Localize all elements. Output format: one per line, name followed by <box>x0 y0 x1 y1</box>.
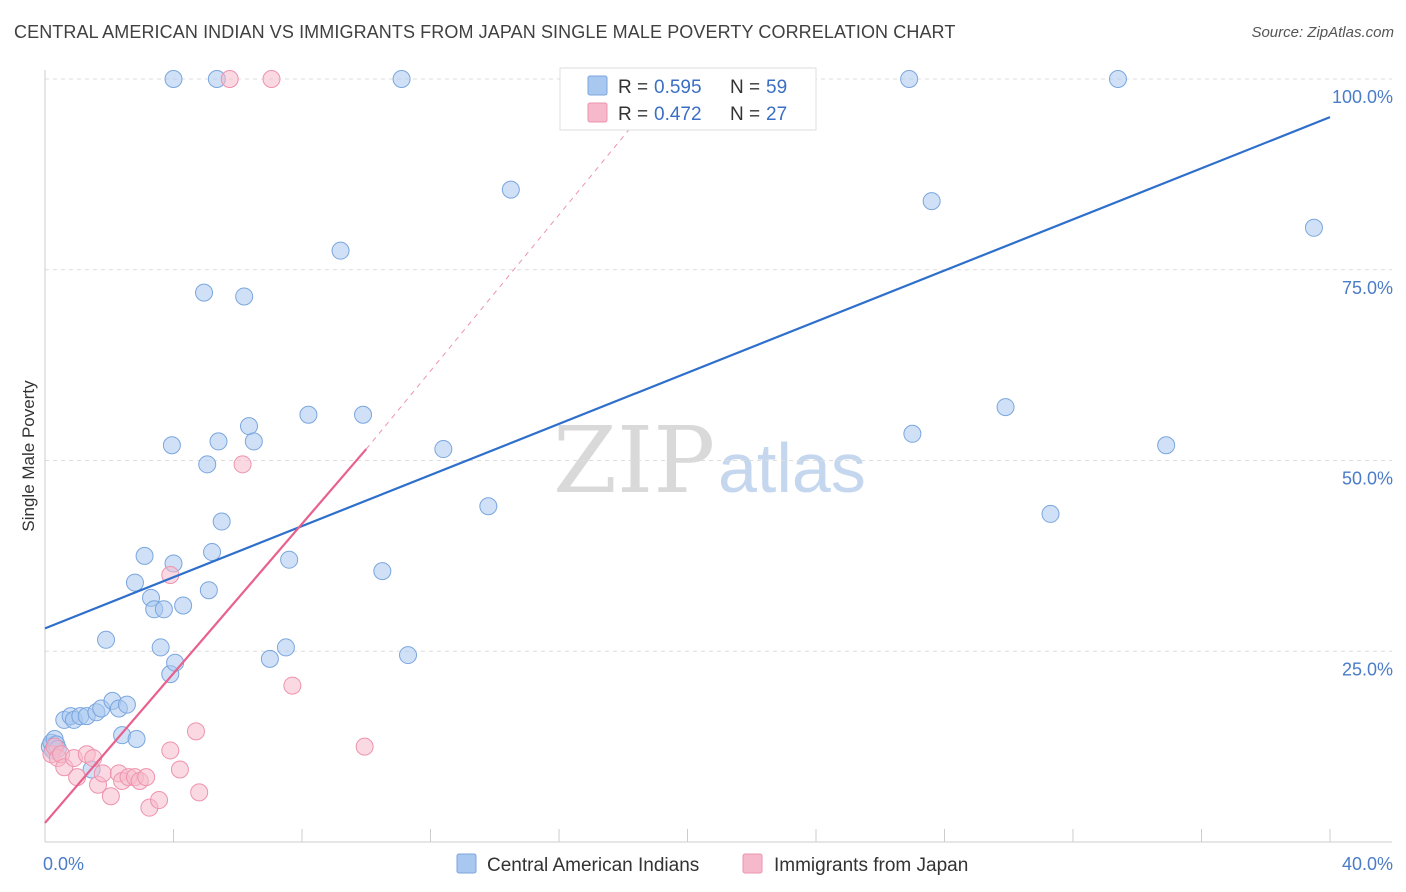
x-ticks: 0.0% 40.0% <box>43 829 1393 874</box>
data-point-central-american-indians <box>280 550 299 569</box>
data-point-immigrants-from-japan <box>233 455 252 474</box>
y-axis-label: Single Male Poverty <box>19 380 38 532</box>
data-point-immigrants-from-japan <box>161 741 180 760</box>
data-point-immigrants-from-japan <box>170 760 189 779</box>
legend-r-value-1: 0.595 <box>654 77 702 98</box>
watermark: ZIP atlas <box>553 407 866 514</box>
data-point-immigrants-from-japan <box>84 749 103 768</box>
data-point-central-american-indians <box>903 424 922 443</box>
data-point-immigrants-from-japan <box>283 676 302 695</box>
data-point-central-american-indians <box>127 729 146 748</box>
data-point-central-american-indians <box>1157 436 1176 455</box>
source-label: Source: ZipAtlas.com <box>1251 24 1394 41</box>
legend-n-label-1: N = <box>730 77 760 98</box>
data-point-central-american-indians <box>97 630 116 649</box>
data-point-immigrants-from-japan <box>137 768 156 787</box>
data-point-immigrants-from-japan <box>101 787 120 806</box>
data-point-central-american-indians <box>174 596 193 615</box>
data-point-central-american-indians <box>195 283 214 302</box>
axes <box>44 70 1392 843</box>
data-point-central-american-indians <box>392 70 411 88</box>
series-legend: Central American Indians Immigrants from… <box>456 853 968 876</box>
data-point-central-american-indians <box>900 70 919 88</box>
data-point-central-american-indians <box>479 497 498 516</box>
y-tick-label-50: 50.0% <box>1342 469 1393 489</box>
y-ticks: 25.0% 50.0% 75.0% 100.0% <box>1332 87 1393 679</box>
trend-line-immigrants-from-japan <box>44 448 368 824</box>
data-point-central-american-indians <box>117 695 136 714</box>
data-point-immigrants-from-japan <box>355 737 374 756</box>
data-point-central-american-indians <box>135 546 154 565</box>
y-tick-label-25: 25.0% <box>1342 659 1393 679</box>
data-point-central-american-indians <box>996 398 1015 417</box>
series-legend-label-blue: Central American Indians <box>487 855 699 876</box>
data-point-central-american-indians <box>154 600 173 619</box>
trend-lines <box>44 116 1331 824</box>
data-point-central-american-indians <box>1108 70 1127 88</box>
data-point-central-american-indians <box>162 436 181 455</box>
x-tick-label-min: 0.0% <box>43 854 84 874</box>
legend-n-value-1: 59 <box>766 77 787 98</box>
data-point-immigrants-from-japan <box>190 783 209 802</box>
trend-line-extension-immigrants-from-japan <box>365 116 640 450</box>
series-legend-label-pink: Immigrants from Japan <box>774 855 968 876</box>
chart-title: CENTRAL AMERICAN INDIAN VS IMMIGRANTS FR… <box>14 22 956 42</box>
y-tick-label-100: 100.0% <box>1332 87 1393 107</box>
data-point-central-american-indians <box>212 512 231 531</box>
data-point-central-american-indians <box>209 432 228 451</box>
data-point-central-american-indians <box>276 638 295 657</box>
data-point-central-american-indians <box>166 653 185 672</box>
legend-r-label-1: R = <box>618 77 648 98</box>
legend-n-label-2: N = <box>730 104 760 125</box>
correlation-legend: R = 0.595 N = 59 R = 0.472 N = 27 <box>559 67 817 131</box>
data-point-central-american-indians <box>125 573 144 592</box>
trend-line-central-american-indians <box>44 116 1331 630</box>
y-tick-label-75: 75.0% <box>1342 278 1393 298</box>
legend-r-value-2: 0.472 <box>654 104 702 125</box>
legend-swatch-blue <box>587 75 608 96</box>
series-legend-swatch-pink <box>742 853 763 874</box>
gridlines <box>45 78 1392 652</box>
data-point-central-american-indians <box>203 543 222 562</box>
data-point-immigrants-from-japan <box>93 764 112 783</box>
data-point-central-american-indians <box>501 180 520 199</box>
watermark-zip: ZIP <box>553 407 715 514</box>
legend-r-label-2: R = <box>618 104 648 125</box>
data-point-central-american-indians <box>260 649 279 668</box>
data-point-central-american-indians <box>1304 218 1323 237</box>
data-point-central-american-indians <box>922 192 941 211</box>
data-point-central-american-indians <box>331 241 350 260</box>
series-immigrants-from-japan <box>42 70 374 817</box>
data-point-central-american-indians <box>164 70 183 88</box>
data-point-immigrants-from-japan <box>220 70 239 88</box>
data-point-central-american-indians <box>239 417 258 436</box>
data-point-central-american-indians <box>151 638 170 657</box>
data-point-central-american-indians <box>354 405 373 424</box>
legend-swatch-pink <box>587 102 608 123</box>
series-legend-swatch-blue <box>456 853 477 874</box>
legend-n-value-2: 27 <box>766 104 787 125</box>
data-point-central-american-indians <box>373 562 392 581</box>
watermark-atlas: atlas <box>718 429 866 507</box>
data-point-central-american-indians <box>244 432 263 451</box>
data-point-central-american-indians <box>434 440 453 459</box>
data-point-central-american-indians <box>198 455 217 474</box>
data-point-central-american-indians <box>199 581 218 600</box>
x-tick-label-max: 40.0% <box>1342 854 1393 874</box>
data-point-immigrants-from-japan <box>186 722 205 741</box>
data-point-immigrants-from-japan <box>262 70 281 88</box>
data-point-central-american-indians <box>299 405 318 424</box>
data-point-central-american-indians <box>1041 504 1060 523</box>
data-point-central-american-indians <box>399 646 418 665</box>
data-point-central-american-indians <box>235 287 254 306</box>
data-point-immigrants-from-japan <box>150 791 169 810</box>
